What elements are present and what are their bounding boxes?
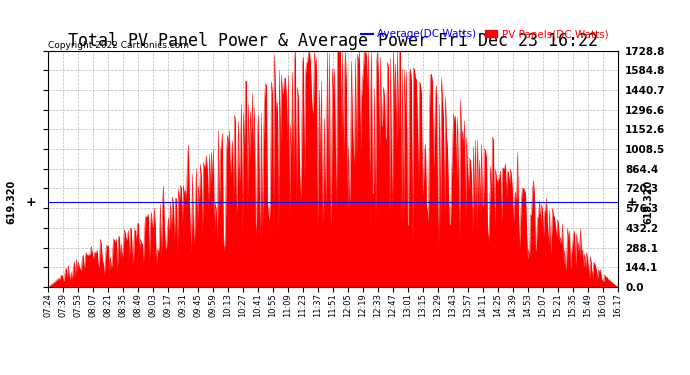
Text: +: +: [627, 196, 637, 209]
Title: Total PV Panel Power & Average Power Fri Dec 23 16:22: Total PV Panel Power & Average Power Fri…: [68, 33, 598, 51]
Text: +: +: [26, 196, 37, 209]
Text: 619.320: 619.320: [6, 180, 17, 224]
Text: Copyright 2022 Cartronics.com: Copyright 2022 Cartronics.com: [48, 41, 189, 50]
Legend: Average(DC Watts), PV Panels(DC Watts): Average(DC Watts), PV Panels(DC Watts): [357, 25, 612, 44]
Text: 619.320: 619.320: [644, 180, 654, 224]
